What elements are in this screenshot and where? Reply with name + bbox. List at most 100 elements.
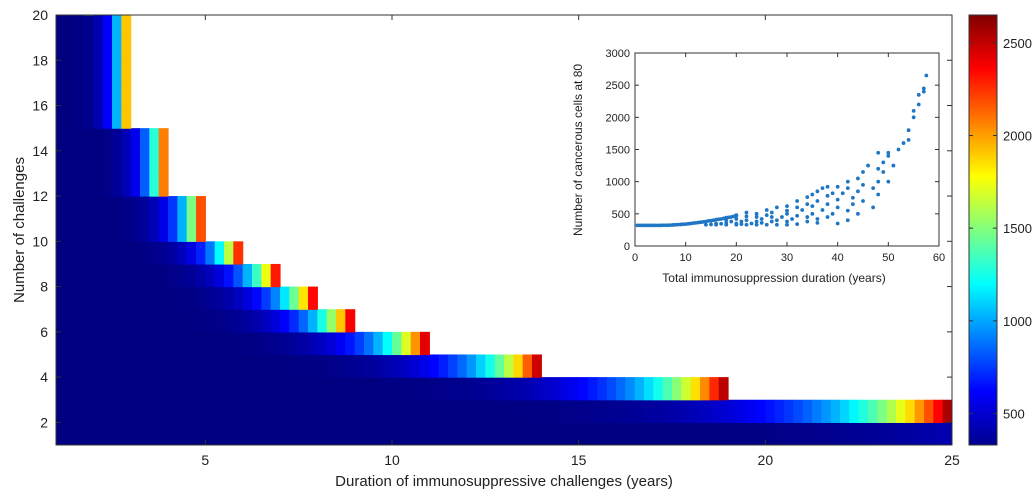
heatmap-cell	[74, 422, 85, 445]
scatter-point	[876, 166, 881, 171]
heatmap-cell	[93, 422, 104, 445]
inset-y-tick-label: 500	[612, 209, 630, 221]
heatmap-cell	[354, 422, 365, 445]
inset-x-tick-label: 40	[832, 252, 844, 264]
heatmap-cell	[84, 354, 94, 378]
heatmap-cell	[121, 15, 132, 39]
heatmap-cell	[448, 399, 458, 423]
heatmap-cell	[718, 399, 729, 423]
heatmap-cell	[168, 422, 178, 445]
scatter-point	[911, 115, 916, 120]
heatmap-cell	[130, 263, 141, 288]
heatmap-cell	[634, 422, 645, 445]
heatmap-cell	[392, 422, 402, 445]
heatmap-cell	[298, 422, 309, 445]
heatmap-cell	[289, 286, 300, 310]
heatmap-cell	[242, 331, 253, 356]
scatter-point	[805, 202, 810, 207]
heatmap-cell	[65, 15, 76, 16]
heatmap-cell	[242, 286, 253, 310]
heatmap-cell	[93, 173, 104, 197]
heatmap-cell	[466, 422, 477, 445]
scatter-point	[769, 215, 774, 219]
heatmap-cell	[924, 422, 934, 445]
heatmap-cell	[793, 422, 804, 445]
scatter-point	[815, 199, 820, 203]
heatmap-cell	[112, 377, 122, 401]
heatmap-cell	[896, 399, 906, 423]
heatmap-cell	[886, 399, 897, 423]
main-x-tick-label: 5	[201, 452, 209, 468]
heatmap-cell	[364, 331, 374, 356]
main-y-tick-label: 16	[32, 98, 48, 114]
heatmap-cell	[196, 399, 206, 423]
heatmap-cell	[149, 309, 160, 333]
heatmap-cell	[280, 399, 290, 423]
heatmap-cell	[681, 422, 692, 445]
heatmap-cell	[140, 422, 150, 445]
inset-y-tick-label: 2500	[606, 80, 630, 92]
heatmap-cell	[74, 399, 85, 423]
heatmap-cell	[690, 399, 701, 423]
heatmap-cell	[65, 309, 76, 333]
main-x-tick-label: 25	[944, 452, 960, 468]
heatmap-cell	[317, 422, 328, 445]
main-x-tick-label: 20	[758, 452, 774, 468]
heatmap-cell	[112, 354, 122, 378]
heatmap-cell	[308, 354, 318, 378]
main-heatmap: 5 10 15 20 25 2 4 6 8 10 12 14 16 18 20 Duration of i…	[11, 7, 960, 490]
heatmap-cell	[196, 241, 206, 265]
heatmap-cell	[233, 286, 244, 310]
heatmap-cell	[578, 399, 589, 423]
heatmap-cell	[233, 263, 244, 288]
heatmap-cell	[56, 60, 66, 84]
scatter-point	[764, 208, 769, 212]
heatmap-cell	[149, 128, 160, 152]
heatmap-cell	[401, 377, 412, 401]
scatter-point	[790, 217, 794, 221]
heatmap-cell	[158, 150, 169, 175]
heatmap-cell	[205, 377, 216, 401]
heatmap-cell	[382, 354, 393, 378]
heatmap-cell	[336, 354, 346, 378]
scatter-point	[871, 205, 876, 210]
heatmap-cell	[130, 422, 141, 445]
heatmap-cell	[289, 331, 300, 356]
heatmap-cell	[149, 354, 160, 378]
heatmap-cell	[84, 331, 94, 356]
heatmap-cell	[569, 399, 580, 423]
heatmap-cell	[336, 331, 346, 356]
heatmap-cell	[140, 399, 150, 423]
heatmap-cell	[868, 422, 878, 445]
heatmap-cell	[513, 399, 524, 423]
heatmap-cell	[205, 263, 216, 288]
scatter-point	[744, 222, 749, 227]
heatmap-cell	[149, 241, 160, 265]
heatmap-cell	[186, 241, 197, 265]
scatter-point	[845, 218, 850, 223]
heatmap-cell	[261, 286, 272, 310]
heatmap-cell	[690, 377, 701, 401]
heatmap-cell	[373, 377, 384, 401]
heatmap-cell	[252, 309, 262, 333]
scatter-point	[830, 191, 835, 196]
heatmap-cell	[186, 263, 197, 288]
heatmap-cell	[466, 354, 477, 378]
heatmap-cell	[168, 263, 178, 288]
scatter-point	[704, 222, 708, 227]
heatmap-cell	[102, 37, 113, 61]
heatmap-cell	[709, 422, 720, 445]
heatmap-cell	[308, 377, 318, 401]
heatmap-cell	[793, 399, 804, 423]
heatmap-cell	[149, 377, 160, 401]
heatmap-cell	[326, 331, 337, 356]
scatter-point	[906, 137, 911, 142]
scatter-point	[886, 154, 891, 158]
heatmap-cell	[438, 399, 449, 423]
inset-plot-frame	[634, 52, 940, 247]
scatter-point	[754, 219, 759, 224]
scatter-point	[785, 208, 789, 213]
heatmap-cell	[270, 263, 281, 288]
main-y-tick-label: 4	[40, 369, 48, 385]
heatmap-cell	[532, 354, 542, 378]
